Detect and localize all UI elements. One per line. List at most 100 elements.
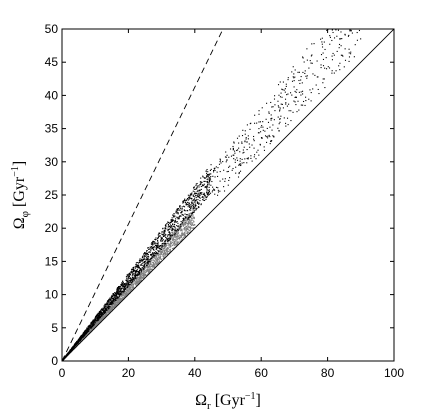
data-point — [185, 204, 187, 206]
data-point — [135, 262, 137, 264]
data-point — [192, 206, 195, 208]
data-point — [203, 193, 205, 195]
data-point — [200, 177, 202, 179]
data-point — [89, 324, 91, 326]
data-point — [306, 77, 308, 79]
data-point — [100, 315, 102, 317]
data-point — [300, 94, 302, 96]
data-point — [238, 142, 240, 144]
data-point — [117, 297, 119, 299]
data-point — [131, 277, 133, 279]
data-point — [180, 232, 183, 234]
data-point — [160, 252, 162, 254]
data-point — [126, 287, 128, 289]
data-point — [110, 307, 112, 309]
data-point — [195, 209, 197, 211]
data-point — [123, 294, 125, 296]
data-point — [163, 234, 165, 236]
data-point — [192, 227, 194, 229]
data-point — [147, 273, 149, 275]
data-point — [81, 335, 83, 337]
data-point — [113, 302, 115, 304]
data-point — [159, 245, 161, 247]
data-point — [187, 221, 190, 223]
data-point — [175, 240, 177, 242]
data-point — [180, 234, 182, 236]
data-point — [169, 232, 171, 234]
data-point — [177, 230, 179, 232]
data-point — [117, 287, 119, 289]
data-point — [172, 219, 174, 221]
data-point — [144, 266, 146, 268]
data-point — [357, 11, 358, 12]
data-point — [285, 122, 287, 124]
data-point — [161, 231, 163, 233]
data-point — [176, 212, 179, 214]
data-point — [176, 232, 178, 234]
data-point — [126, 284, 128, 286]
data-point — [85, 332, 88, 334]
data-point — [159, 254, 161, 256]
data-point — [129, 283, 131, 285]
data-point — [142, 265, 144, 267]
data-point — [169, 237, 171, 240]
data-point — [153, 265, 155, 267]
data-point — [93, 324, 95, 326]
data-point — [144, 275, 146, 277]
data-point — [189, 204, 191, 206]
data-point — [151, 246, 153, 248]
data-point — [138, 271, 140, 273]
data-point — [130, 271, 132, 273]
data-point — [126, 283, 128, 285]
data-point — [91, 323, 93, 325]
data-point — [162, 231, 165, 233]
data-point — [141, 271, 143, 273]
data-point — [285, 125, 287, 127]
data-point — [111, 308, 113, 310]
data-point — [131, 279, 133, 282]
data-point — [83, 335, 86, 337]
data-point — [154, 257, 156, 259]
data-point — [174, 221, 176, 223]
data-point — [139, 259, 141, 261]
data-point — [126, 280, 128, 282]
data-point — [95, 325, 97, 327]
data-point — [159, 247, 161, 249]
data-point — [186, 222, 188, 224]
data-point — [162, 227, 164, 229]
data-point — [123, 283, 125, 285]
data-point — [311, 54, 313, 56]
data-point — [121, 298, 124, 300]
data-point — [78, 339, 80, 341]
data-point — [191, 204, 193, 206]
data-point — [277, 127, 279, 129]
data-point — [107, 310, 109, 312]
data-point — [168, 239, 171, 241]
data-point — [165, 243, 167, 245]
data-point — [188, 198, 190, 200]
data-point — [306, 48, 308, 50]
data-point — [144, 267, 146, 269]
data-point — [152, 261, 155, 263]
data-point — [278, 106, 280, 108]
data-point — [104, 315, 106, 318]
data-point — [145, 270, 148, 272]
data-point — [277, 84, 280, 86]
data-point — [159, 256, 161, 258]
data-point — [111, 295, 113, 297]
data-point — [153, 266, 155, 268]
data-point — [187, 218, 189, 220]
data-point — [217, 191, 220, 193]
data-point — [186, 225, 188, 227]
data-point — [143, 258, 145, 260]
data-point — [167, 250, 169, 252]
data-point — [109, 308, 112, 310]
data-point — [123, 286, 125, 288]
data-point — [282, 107, 284, 109]
data-point — [154, 238, 156, 240]
data-point — [346, 26, 347, 27]
data-point — [295, 104, 297, 106]
data-point — [173, 236, 175, 238]
data-point — [184, 234, 186, 237]
data-point — [194, 207, 196, 209]
